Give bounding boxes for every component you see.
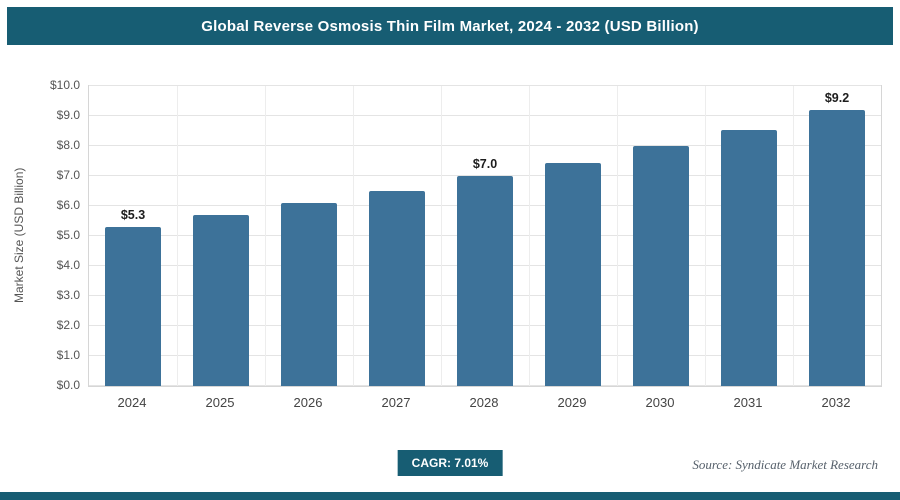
x-tick-label: 2027 bbox=[381, 395, 411, 410]
gridline-vertical bbox=[441, 86, 442, 386]
bar bbox=[280, 203, 338, 386]
gridline bbox=[89, 175, 881, 176]
gridline bbox=[89, 145, 881, 146]
y-tick-label: $8.0 bbox=[56, 138, 80, 152]
gridline-vertical bbox=[705, 86, 706, 386]
bar-slot: $7.0 bbox=[441, 86, 529, 386]
bar-slot bbox=[353, 86, 441, 386]
gridline bbox=[89, 115, 881, 116]
x-axis-labels: 2024 2025 2026 2027 2028 2029 2030 2031 2032 bbox=[88, 395, 880, 410]
y-tick-label: $7.0 bbox=[56, 168, 80, 182]
bar-slot bbox=[265, 86, 353, 386]
y-axis-label: Market Size (USD Billion) bbox=[12, 167, 26, 303]
gridline-vertical bbox=[616, 86, 618, 386]
bar-value-label: $9.2 bbox=[824, 91, 850, 105]
gridline-vertical bbox=[177, 86, 178, 386]
cagr-badge: CAGR: 7.01% bbox=[397, 450, 503, 476]
x-tick-label: 2026 bbox=[293, 395, 323, 410]
bar bbox=[720, 129, 778, 386]
y-tick-label: $4.0 bbox=[56, 258, 80, 272]
y-tick-label: $1.0 bbox=[56, 348, 80, 362]
bar bbox=[544, 162, 602, 386]
gridline bbox=[89, 85, 881, 86]
x-tick-label: 2024 bbox=[117, 395, 147, 410]
bar-value-label: $7.0 bbox=[472, 157, 498, 171]
gridline-vertical bbox=[529, 86, 530, 386]
x-tick-label: 2025 bbox=[205, 395, 235, 410]
bar bbox=[808, 110, 866, 386]
bar-slot: $9.2 bbox=[793, 86, 881, 386]
bar bbox=[456, 176, 514, 386]
x-tick-label: 2029 bbox=[557, 395, 587, 410]
gridline-vertical bbox=[352, 86, 354, 386]
y-tick-label: $10.0 bbox=[49, 78, 80, 92]
y-tick-label: $2.0 bbox=[56, 318, 80, 332]
chart-title: Global Reverse Osmosis Thin Film Market,… bbox=[201, 17, 699, 35]
y-axis-ticks: $0.0 $1.0 $2.0 $3.0 $4.0 $5.0 $6.0 $7.0 $8.0 $9.0… bbox=[28, 78, 84, 392]
bar-slot bbox=[617, 86, 705, 386]
y-tick-label: $3.0 bbox=[56, 288, 80, 302]
x-tick-label: 2031 bbox=[733, 395, 763, 410]
bar-series: $5.3 $7.0 $9.2 bbox=[89, 86, 881, 386]
y-tick-label: $9.0 bbox=[56, 108, 80, 122]
bar-value-label: $5.3 bbox=[120, 208, 146, 222]
chart-header: Global Reverse Osmosis Thin Film Market,… bbox=[7, 7, 893, 45]
gridline-vertical bbox=[265, 86, 266, 386]
source-text: Source: Syndicate Market Research bbox=[692, 457, 878, 472]
bar-slot bbox=[177, 86, 265, 386]
bar-slot bbox=[705, 86, 793, 386]
bar bbox=[368, 191, 426, 386]
bar bbox=[632, 146, 690, 386]
bar-slot bbox=[529, 86, 617, 386]
bar bbox=[104, 227, 162, 386]
x-tick-label: 2032 bbox=[821, 395, 851, 410]
y-tick-label: $5.0 bbox=[56, 228, 80, 242]
gridline-vertical bbox=[793, 86, 794, 386]
bar-slot: $5.3 bbox=[89, 86, 177, 386]
x-tick-label: 2030 bbox=[645, 395, 675, 410]
y-tick-label: $0.0 bbox=[56, 378, 80, 392]
bar bbox=[192, 215, 250, 386]
y-tick-label: $6.0 bbox=[56, 198, 80, 212]
bottom-strip bbox=[0, 492, 900, 500]
x-tick-label: 2028 bbox=[469, 395, 499, 410]
plot-area: $5.3 $7.0 $9.2 bbox=[88, 85, 882, 387]
